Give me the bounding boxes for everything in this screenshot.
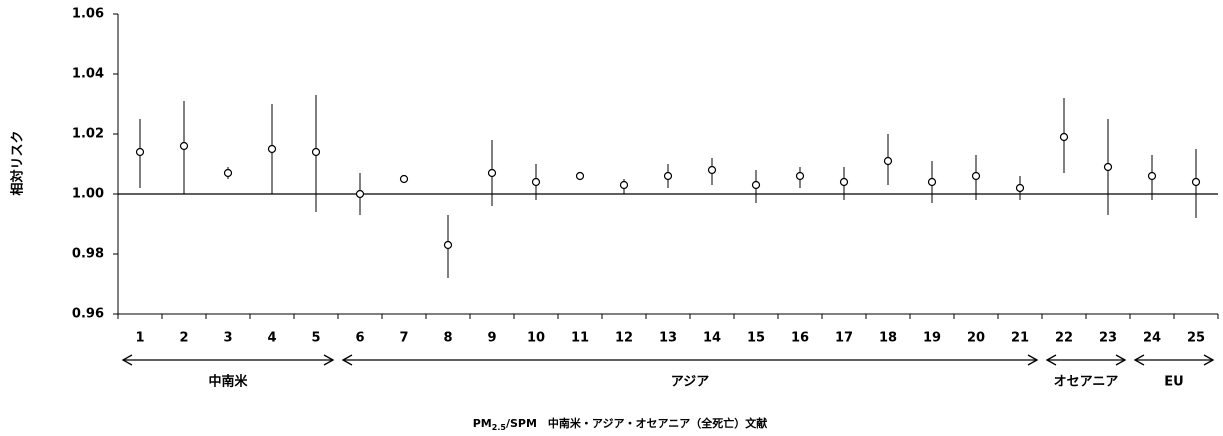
point: [531, 177, 541, 187]
arrow-head: [121, 354, 133, 366]
x-tick-label: 4: [267, 331, 276, 346]
x-label-suffix: /SPM 中南米・アジア・オセアニア（全死亡）文献: [506, 416, 767, 430]
x-tick-label: 11: [571, 331, 589, 346]
x-tick-label: 21: [1011, 331, 1029, 346]
point: [1059, 132, 1069, 142]
y-tick-label: 1.02: [72, 127, 104, 142]
group-label: アジア: [671, 375, 709, 390]
x-tick-label: 15: [747, 331, 765, 346]
x-tick-label: 5: [311, 331, 320, 346]
point: [883, 156, 893, 166]
y-tick-label: 0.98: [72, 247, 104, 262]
x-tick-label: 2: [179, 331, 188, 346]
point: [839, 177, 849, 187]
x-label-subscript: 2.5: [492, 423, 507, 432]
point: [443, 240, 453, 250]
x-tick-label: 19: [923, 331, 941, 346]
point: [795, 171, 805, 181]
point: [619, 180, 629, 190]
point: [971, 171, 981, 181]
x-tick-label: 9: [487, 331, 496, 346]
x-tick-label: 25: [1187, 331, 1205, 346]
x-tick-label: 13: [659, 331, 677, 346]
point: [575, 171, 585, 181]
arrow-head: [1203, 354, 1215, 366]
group-label: オセアニア: [1054, 375, 1119, 390]
x-tick-label: 8: [443, 331, 452, 346]
x-tick-label: 18: [879, 331, 897, 346]
point: [223, 168, 233, 178]
x-tick-label: 6: [355, 331, 364, 346]
x-axis-label: PM2.5/SPM 中南米・アジア・オセアニア（全死亡）文献: [473, 416, 767, 432]
x-tick-label: 7: [399, 331, 408, 346]
arrow-head: [1027, 354, 1039, 366]
x-tick-label: 22: [1055, 331, 1073, 346]
x-tick-label: 17: [835, 331, 853, 346]
x-tick-label: 16: [791, 331, 809, 346]
point: [179, 141, 189, 151]
x-tick-label: 24: [1143, 331, 1161, 346]
x-tick-label: 3: [223, 331, 232, 346]
y-tick-label: 1.06: [72, 7, 104, 22]
point: [927, 177, 937, 187]
arrow-head: [323, 354, 335, 366]
arrow-head: [341, 354, 353, 366]
point: [707, 165, 717, 175]
group-label: EU: [1164, 375, 1183, 390]
point: [1191, 177, 1201, 187]
x-label-prefix: PM: [473, 417, 492, 430]
point: [487, 168, 497, 178]
y-tick-label: 1.04: [72, 67, 104, 82]
arrow-head: [1045, 354, 1057, 366]
point: [1147, 171, 1157, 181]
y-axis-label: 相対リスク: [10, 130, 26, 195]
point: [1015, 183, 1025, 193]
point: [135, 147, 145, 157]
x-tick-label: 23: [1099, 331, 1117, 346]
x-tick-label: 1: [135, 331, 144, 346]
x-tick-label: 14: [703, 331, 721, 346]
x-tick-label: 12: [615, 331, 633, 346]
x-tick-label: 20: [967, 331, 985, 346]
y-tick-label: 1.00: [72, 187, 104, 202]
point: [1103, 162, 1113, 172]
point: [355, 189, 365, 199]
point: [751, 180, 761, 190]
x-tick-label: 10: [527, 331, 545, 346]
point: [399, 174, 409, 184]
arrow-head: [1115, 354, 1127, 366]
point: [663, 171, 673, 181]
point: [267, 144, 277, 154]
group-label: 中南米: [208, 374, 248, 390]
point: [311, 147, 321, 157]
arrow-head: [1133, 354, 1145, 366]
y-tick-label: 0.96: [72, 307, 104, 322]
